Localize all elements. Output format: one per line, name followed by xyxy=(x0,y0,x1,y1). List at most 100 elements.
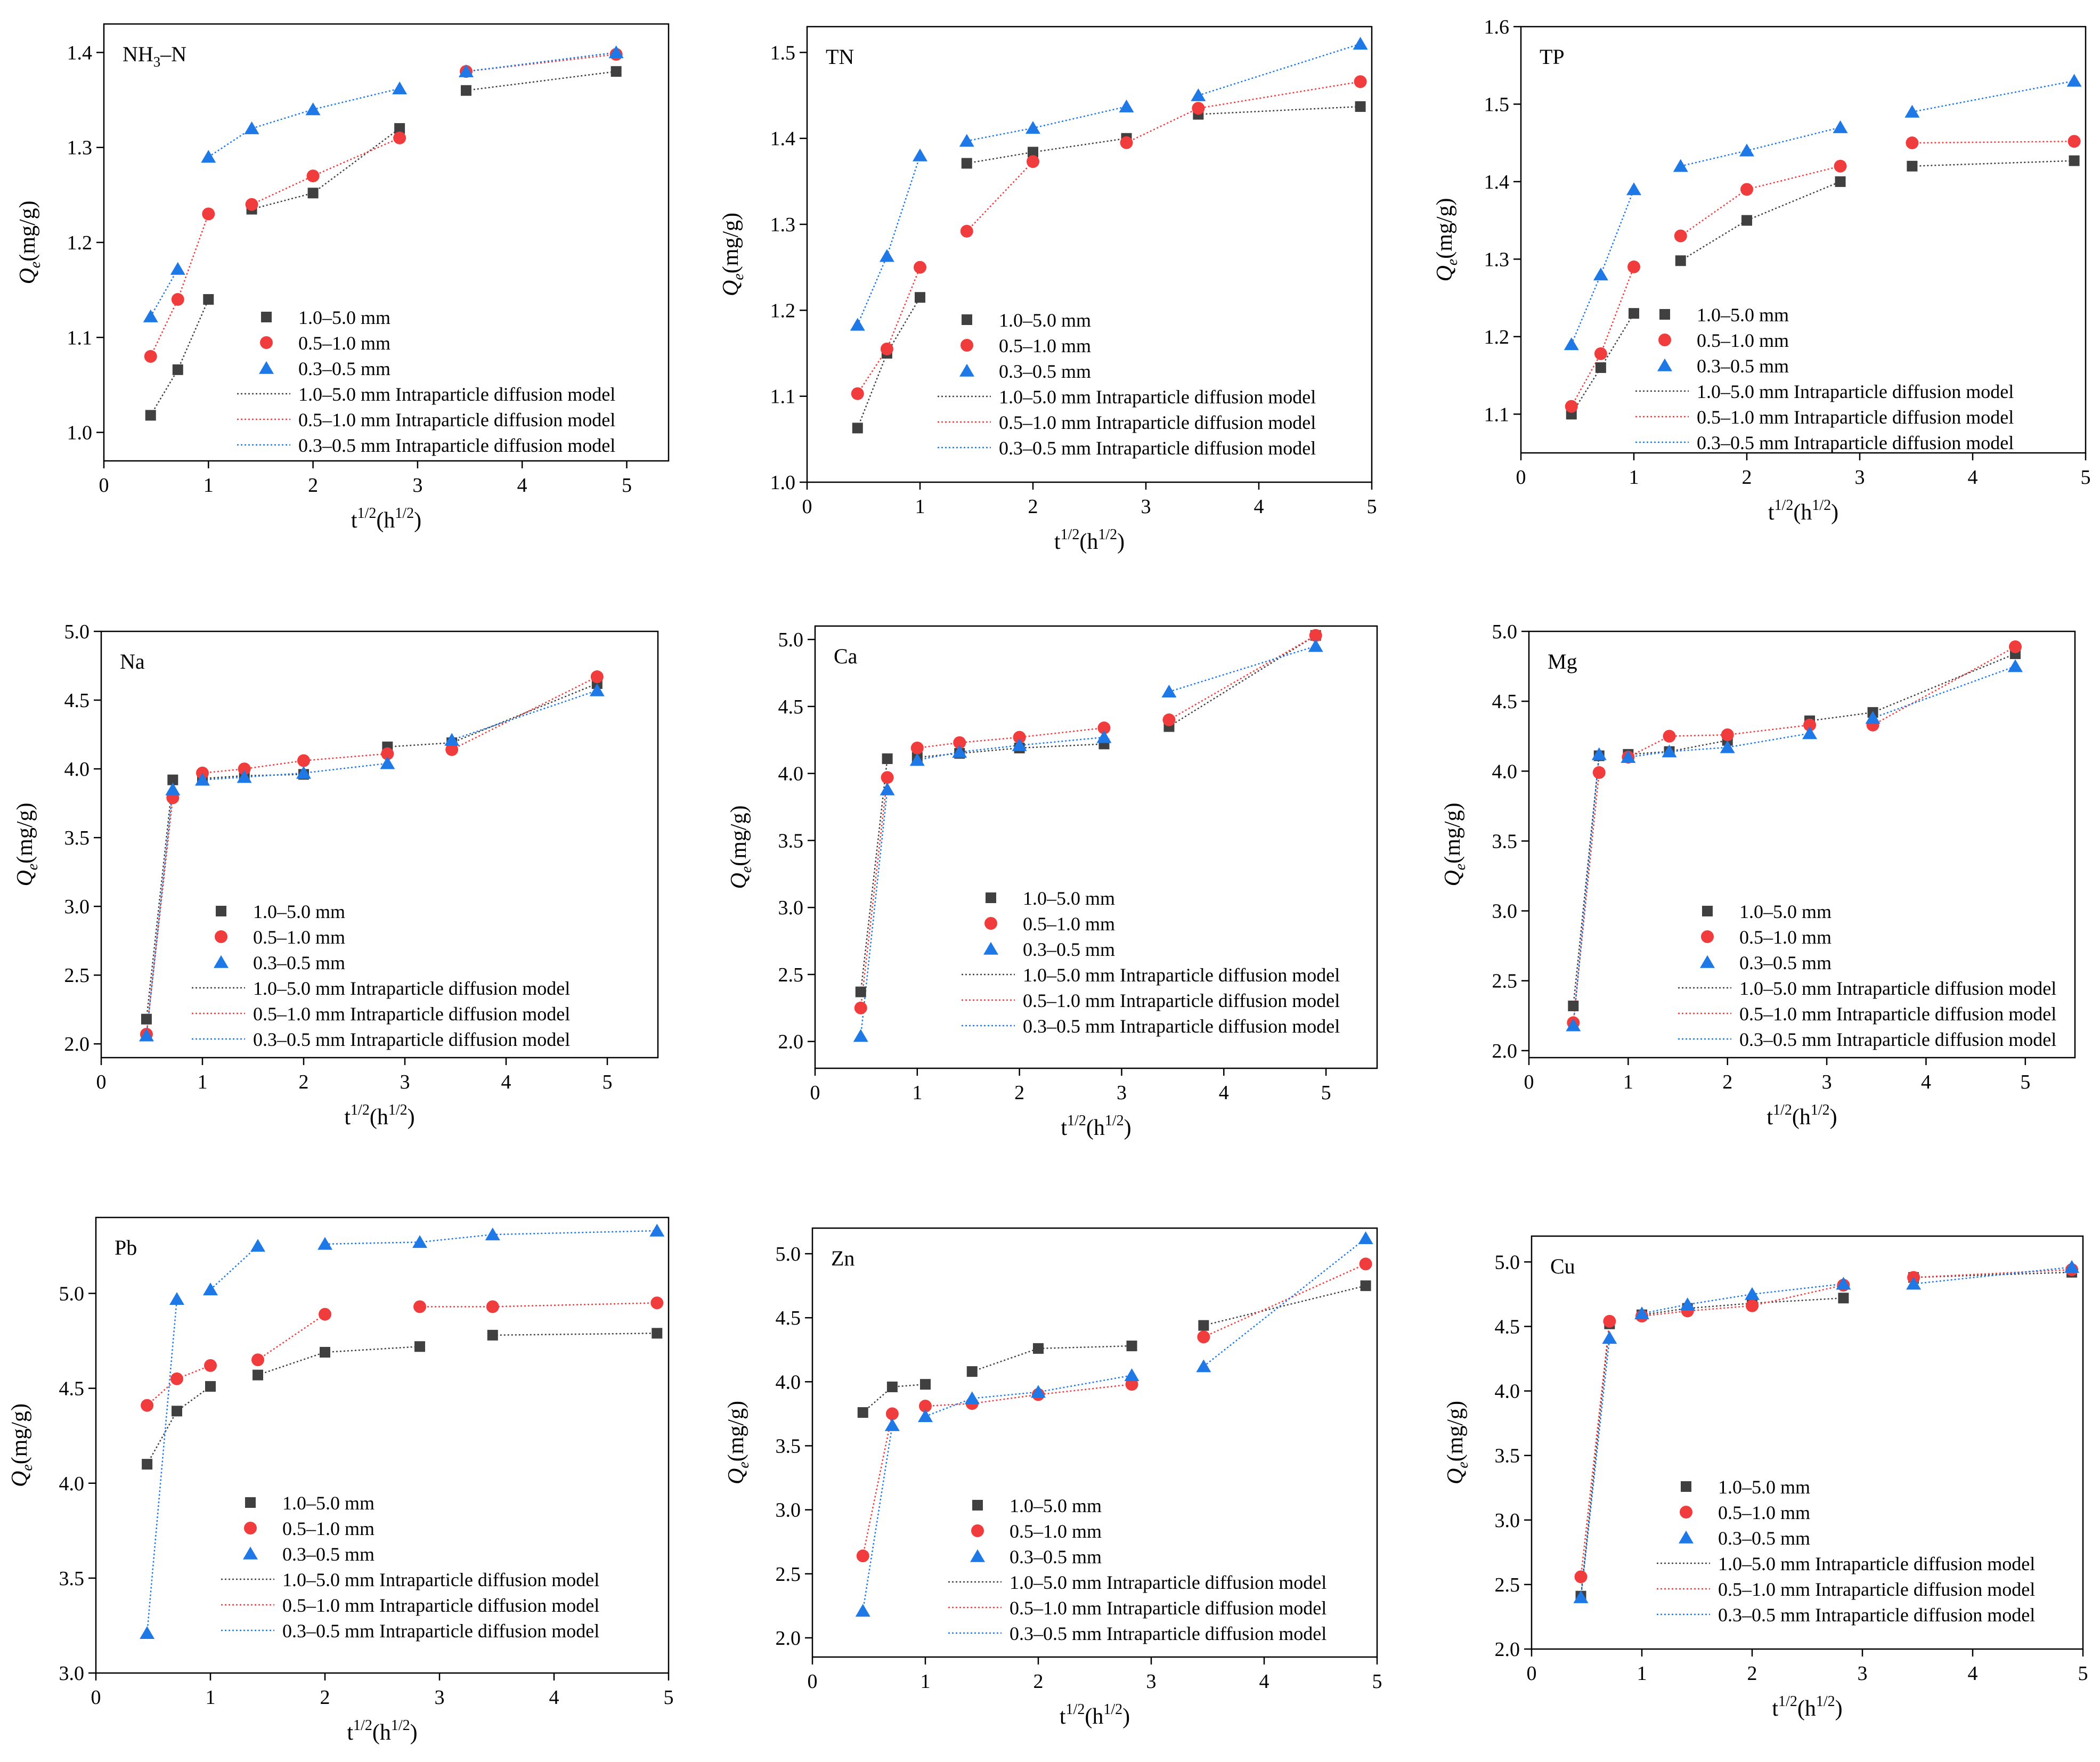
legend-label: 0.5–1.0 mm xyxy=(282,1518,375,1539)
legend-label: 0.3–0.5 mm Intraparticle diffusion model xyxy=(282,1620,599,1642)
y-tick-label: 3.5 xyxy=(1495,1445,1520,1467)
data-point-series-2 xyxy=(144,350,157,363)
legend-label: 1.0–5.0 mm Intraparticle diffusion model xyxy=(298,384,615,405)
plot-frame xyxy=(1528,630,2076,1059)
fit-line-3 xyxy=(1873,665,2016,719)
chart-panel-1: 0 1 2 3 4 5 1.0 1.1 1.2 1.3 1.4 t1/2(h1/2) Qe(mg/g) N… xyxy=(15,23,670,533)
data-point-series-3 xyxy=(2066,74,2082,87)
plot-frame xyxy=(811,1227,1378,1658)
x-tick-label: 0 xyxy=(808,1670,818,1693)
x-axis-label: t1/2(h1/2) xyxy=(344,1102,414,1130)
data-point-series-3 xyxy=(380,756,395,769)
data-point-series-3 xyxy=(1833,120,1848,133)
legend: 1.0–5.0 mm 0.5–1.0 mm 0.3–0.5 mm 1.0–5.0 mm… xyxy=(1657,1476,2035,1626)
legend-label: 1.0–5.0 mm xyxy=(253,901,345,922)
data-point-series-1 xyxy=(882,753,893,764)
fit-line-3 xyxy=(925,1375,1132,1417)
data-point-series-3 xyxy=(195,773,210,786)
data-point-series-3 xyxy=(169,1292,185,1305)
data-point-series-1 xyxy=(172,364,183,375)
y-tick-label: 4.5 xyxy=(778,696,804,718)
data-point-series-3 xyxy=(1161,685,1177,698)
fit-line-3 xyxy=(1580,1338,1610,1598)
fit-line-3 xyxy=(210,1245,258,1290)
data-point-series-1 xyxy=(1629,308,1639,319)
y-tick-label: 1.2 xyxy=(770,299,796,322)
fit-line-2 xyxy=(1872,646,2016,726)
data-point-series-3 xyxy=(880,782,895,795)
data-point-series-3 xyxy=(952,745,967,758)
data-point-series-2 xyxy=(1906,136,1919,150)
chart-title: TN xyxy=(826,45,854,69)
legend-label: 0.3–0.5 mm xyxy=(1739,952,1832,973)
chart-panel-6: 0 1 2 3 4 5 2.0 2.5 3.0 3.5 4.0 4.5 5.0 t1/2(h1/2) Qe(… xyxy=(1440,621,2076,1130)
fit-line-3 xyxy=(1680,126,1841,167)
y-tick-label: 2.5 xyxy=(778,964,804,986)
fit-line-1 xyxy=(1628,740,1728,756)
data-point-series-2 xyxy=(1592,766,1606,779)
x-axis-label: t1/2(h1/2) xyxy=(1768,497,1838,525)
y-tick-label: 5.0 xyxy=(1492,621,1518,643)
legend-marker xyxy=(1659,309,1670,320)
data-point-series-2 xyxy=(2068,135,2081,148)
y-tick-label: 3.5 xyxy=(778,830,804,852)
fit-line-2 xyxy=(1580,1321,1610,1577)
plot-frame xyxy=(1520,26,2087,454)
legend-label: 0.3–0.5 mm Intraparticle diffusion model xyxy=(1739,1029,2056,1050)
legend-label: 0.3–0.5 mm Intraparticle diffusion model xyxy=(1010,1623,1326,1644)
fit-line-3 xyxy=(1203,1238,1366,1367)
y-tick-label: 4.5 xyxy=(1495,1316,1520,1338)
chart-title: Mg xyxy=(1548,649,1577,673)
y-tick-label: 4.5 xyxy=(59,1378,85,1400)
data-point-series-3 xyxy=(649,1223,665,1237)
legend-label: 0.3–0.5 mm Intraparticle diffusion model xyxy=(298,435,615,456)
y-tick-label: 5.0 xyxy=(778,629,804,651)
fit-line-1 xyxy=(146,1386,211,1465)
data-point-series-3 xyxy=(1308,639,1323,652)
y-tick-label: 1.1 xyxy=(770,386,796,408)
x-tick-label: 1 xyxy=(915,496,925,518)
data-point-series-3 xyxy=(909,753,925,766)
data-point-series-3 xyxy=(1031,1385,1046,1398)
data-point-series-3 xyxy=(1353,37,1368,50)
data-point-series-2 xyxy=(204,1359,217,1372)
x-tick-label: 1 xyxy=(1623,1071,1633,1093)
data-point-series-3 xyxy=(2064,1260,2080,1273)
data-point-series-2 xyxy=(202,207,215,221)
data-point-series-3 xyxy=(1626,182,1641,196)
x-tick-label: 0 xyxy=(91,1686,101,1709)
data-point-series-3 xyxy=(139,1028,154,1042)
x-tick-label: 1 xyxy=(1637,1662,1647,1685)
x-tick-label: 0 xyxy=(810,1082,820,1104)
data-point-series-2 xyxy=(1027,155,1039,168)
fit-line-1 xyxy=(492,1333,657,1336)
legend-marker xyxy=(962,314,972,325)
x-tick-label: 3 xyxy=(1146,1670,1157,1693)
fit-line-3 xyxy=(1912,80,2074,113)
y-axis-label: Qe(mg/g) xyxy=(727,805,755,889)
plot-frame xyxy=(95,1216,670,1674)
data-point-series-3 xyxy=(140,1626,155,1639)
data-point-series-3 xyxy=(1012,738,1027,751)
data-point-series-3 xyxy=(1904,104,1920,118)
data-point-series-1 xyxy=(253,1369,264,1381)
y-tick-label: 1.4 xyxy=(770,128,796,150)
fit-line-1 xyxy=(862,1383,926,1413)
data-point-series-1 xyxy=(1355,101,1366,112)
data-point-series-3 xyxy=(244,121,259,134)
data-point-series-3 xyxy=(1802,726,1818,740)
legend-label: 0.5–1.0 mm Intraparticle diffusion model xyxy=(1023,990,1340,1011)
chart-panel-4: 0 1 2 3 4 5 2.0 2.5 3.0 3.5 4.0 4.5 5.0 t1/2(h1/2) Qe(… xyxy=(13,621,659,1130)
data-point-series-3 xyxy=(1564,337,1579,351)
x-tick-label: 0 xyxy=(1524,1071,1534,1093)
data-point-series-2 xyxy=(1574,1570,1588,1584)
y-tick-label: 3.0 xyxy=(1492,900,1518,923)
legend-label: 0.5–1.0 mm Intraparticle diffusion model xyxy=(298,409,615,431)
x-tick-label: 5 xyxy=(664,1686,674,1709)
legend-label: 1.0–5.0 mm Intraparticle diffusion model xyxy=(999,386,1316,408)
data-point-series-2 xyxy=(1125,1378,1138,1391)
x-tick-label: 3 xyxy=(400,1071,410,1093)
x-tick-label: 3 xyxy=(1855,466,1865,489)
legend-marker xyxy=(970,1549,985,1562)
legend-label: 0.3–0.5 mm xyxy=(1023,939,1115,960)
